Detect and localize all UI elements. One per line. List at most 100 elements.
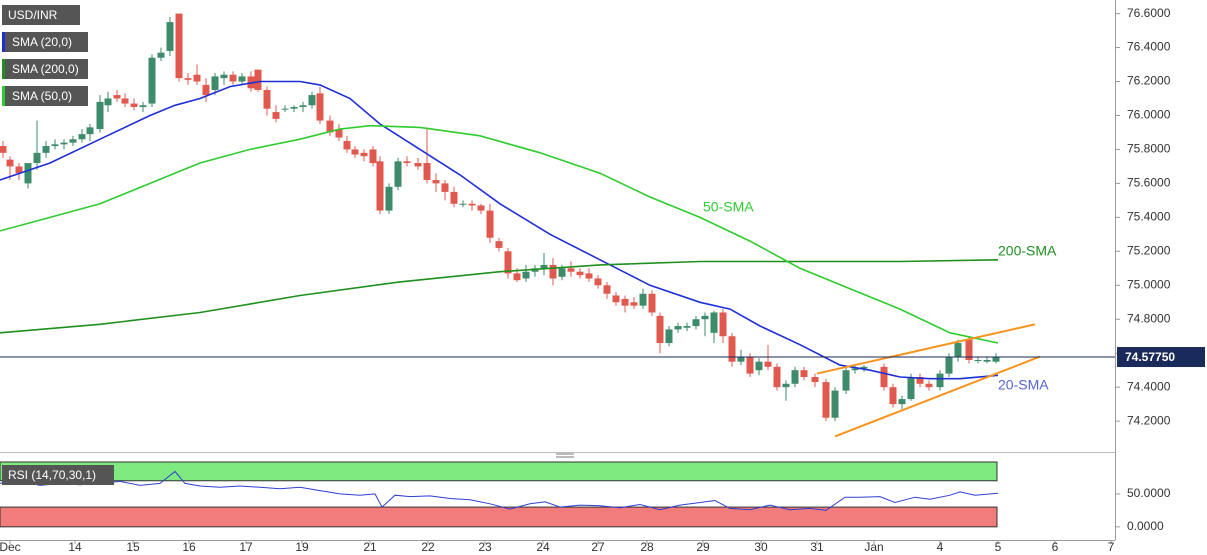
candle-body [184,78,192,80]
candle-body [665,329,673,344]
candle-body [326,120,334,133]
candle-body [308,95,316,106]
candle-body [822,382,830,418]
candle-body [648,293,656,313]
candle-body [860,366,868,369]
candle-body [432,180,440,184]
y-tick-label: 76.2000 [1127,74,1171,88]
candle-body [621,298,629,306]
candle-body [504,251,512,274]
legend-swatch [2,86,5,106]
x-tick-label: 19 [295,540,309,554]
legend-box [2,465,114,485]
y-tick-label: 74.8000 [1127,311,1171,325]
candle-body [51,144,59,147]
candle-body [851,368,859,371]
candle-body [450,191,458,204]
legend-label: SMA (200,0) [12,62,79,76]
candle-body [800,370,808,377]
candle-body [193,74,201,82]
candle-body [441,183,449,192]
candle-body [459,203,467,205]
trendline [834,355,1041,438]
last-price-label: 74.57750 [1125,350,1175,364]
candle-body [549,264,557,279]
candle-body [369,149,377,164]
candle-body [811,376,819,383]
y-tick-label: 75.6000 [1127,176,1171,190]
candle-body [394,161,402,187]
candle-body [782,383,790,388]
rsi-title: RSI (14,70,30,1) [8,468,96,482]
y-tick-label: 76.0000 [1127,108,1171,122]
candle-body [211,76,219,90]
candle-body [15,166,23,174]
candle-body [965,339,973,360]
candle-body [175,13,183,79]
legend-item: SMA (20,0) [2,32,88,52]
legend-swatch [2,32,5,52]
last-price-box [1117,347,1205,368]
rsi-line [0,470,999,511]
candle-body [0,146,7,153]
annotation: 20-SMA [998,377,1049,393]
candle-body [737,356,745,362]
rsi-lower-zone [0,506,998,528]
candle-body [238,76,246,82]
rsi-legend: RSI (14,70,30,1) [2,465,114,485]
legend-box [2,5,80,25]
candle-body [468,203,476,206]
y-tick-label: 75.4000 [1127,210,1171,224]
y-tick-label: 76.4000 [1127,40,1171,54]
trendline [816,323,1036,375]
x-tick-label: 28 [640,540,654,554]
candle-body [335,129,343,138]
candle-body [96,101,104,130]
candle-body [842,370,850,391]
y-tick-label: 74.2000 [1127,413,1171,427]
candle-body [898,399,906,405]
legend-title: USD/INR [8,8,58,22]
candle-body [907,376,915,400]
candle-body [202,84,210,96]
candle-body [403,161,411,164]
candle-body [513,273,521,281]
y-tick-label: 75.0000 [1127,277,1171,291]
x-tick-label: 24 [536,540,550,554]
candle-body [692,319,700,327]
x-tick-label: 16 [182,540,196,554]
candle-body [612,295,620,303]
legend: USD/INR [2,5,80,25]
candle-body [157,52,165,58]
rsi-tick-label: 50.0000 [1127,486,1171,500]
rsi-upper-zone [0,461,998,482]
legend-label: SMA (50,0) [12,89,72,103]
candle-body [86,127,94,135]
candle-body [728,336,736,362]
x-tick-label: Jan [864,540,883,554]
candle-body [791,370,799,384]
candle-body [281,108,289,110]
candle-body [630,302,638,306]
x-tick-label: 6 [1052,540,1059,554]
x-tick-label: Dec [0,540,21,554]
y-tick-label: 75.8000 [1127,142,1171,156]
candle-body [773,366,781,388]
candle-body [916,376,924,384]
candle-body [290,106,298,109]
candle-body [299,105,307,107]
candle-body [567,268,575,272]
candle-body [925,383,933,388]
candle-body [755,361,763,371]
candle-body [376,161,384,211]
x-tick-label: 14 [68,540,82,554]
x-tick-label: 27 [591,540,605,554]
candle-body [477,205,485,211]
candle-body [495,241,503,248]
candle-body [558,268,566,277]
legend-item: SMA (200,0) [2,59,88,79]
candle-body [130,103,138,107]
plot: 74.200074.400074.600074.800075.000075.20… [0,6,1205,554]
legend-box [2,86,88,106]
annotation: 50-SMA [703,199,754,215]
